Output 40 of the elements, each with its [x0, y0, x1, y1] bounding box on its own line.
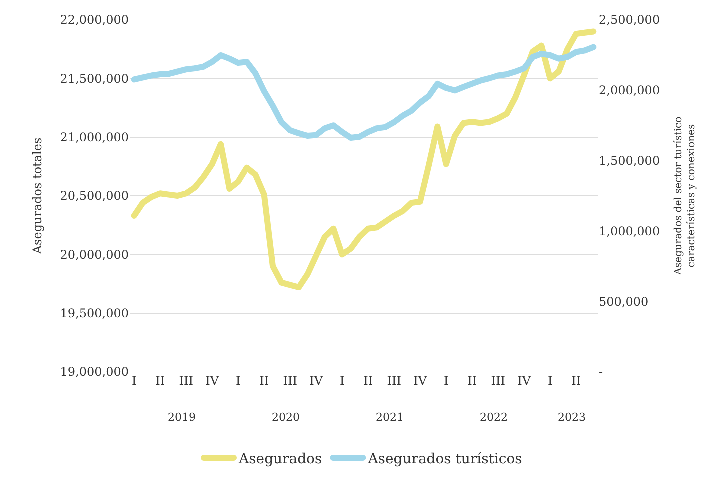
- x-tick-label: II: [156, 374, 166, 388]
- x-tick-label: III: [491, 374, 506, 388]
- x-tick-label: I: [444, 374, 449, 388]
- y-tick-label: 19,000,000: [60, 365, 129, 380]
- y2-tick-label: -: [599, 365, 604, 380]
- text: 2019: [168, 411, 196, 424]
- x-tick-label: II: [364, 374, 374, 388]
- x-tick-label: II: [572, 374, 582, 388]
- x-tick-label: IV: [414, 374, 428, 388]
- legend-label: Asegurados turísticos: [367, 451, 522, 468]
- y2-tick-label: 1,500,000: [599, 154, 660, 168]
- x-tick-label: III: [387, 374, 402, 388]
- y2-tick-label: 2,000,000: [599, 84, 660, 98]
- y2-tick-label: 2,500,000: [599, 13, 660, 28]
- text: 2020: [272, 411, 300, 424]
- y-tick-label: 21,000,000: [60, 130, 129, 145]
- x-tick-label: I: [340, 374, 345, 388]
- y2-tick-label: 500,000: [599, 294, 649, 309]
- text: 2022: [480, 411, 508, 424]
- y2-tick-label: 1,000,000: [599, 224, 660, 238]
- x-tick-label: IV: [206, 374, 220, 388]
- x-tick-label: IV: [310, 374, 324, 388]
- text: 2023: [558, 411, 586, 424]
- y-tick-label: 19,500,000: [60, 306, 129, 321]
- y-axis-title: Asegurados totales: [30, 138, 45, 256]
- x-tick-label: II: [468, 374, 478, 388]
- y-tick-label: 21,500,000: [60, 72, 129, 86]
- text: 2021: [376, 411, 404, 424]
- x-tick-label: II: [260, 374, 270, 388]
- legend-label: Asegurados: [238, 451, 322, 468]
- y2-axis-title: Asegurados del sector turístico características y conexiones: [674, 116, 698, 276]
- x-tick-label: I: [132, 374, 137, 388]
- x-tick-label: III: [283, 374, 298, 388]
- x-tick-label: I: [236, 374, 241, 388]
- x-tick-label: IV: [518, 374, 532, 388]
- y-tick-label: 20,000,000: [60, 248, 129, 262]
- y-tick-label: 22,000,000: [60, 13, 129, 28]
- y-tick-label: 20,500,000: [60, 189, 129, 204]
- x-tick-label: III: [179, 374, 194, 388]
- x-tick-label: I: [548, 374, 553, 388]
